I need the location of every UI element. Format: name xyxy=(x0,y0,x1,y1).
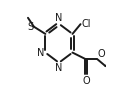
Text: N: N xyxy=(55,13,63,23)
Text: O: O xyxy=(98,49,106,59)
Text: Cl: Cl xyxy=(81,19,90,29)
Text: N: N xyxy=(37,48,45,58)
Text: O: O xyxy=(82,76,90,86)
Text: S: S xyxy=(27,22,34,32)
Text: N: N xyxy=(55,63,63,73)
